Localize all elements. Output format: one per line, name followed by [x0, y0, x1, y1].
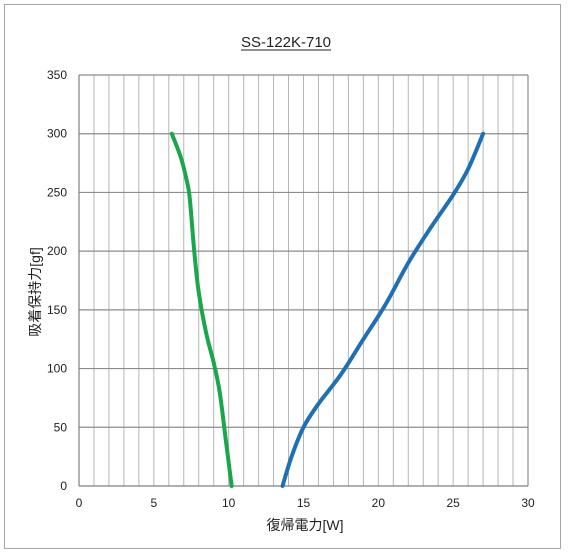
- x-tick-labels: 0 5 10 15 20 25 30: [76, 496, 535, 510]
- y-tick-labels: 0 50 100 150 200 250 300 350: [47, 68, 67, 493]
- y-tick-label: 300: [47, 127, 67, 141]
- y-tick-label: 250: [47, 185, 67, 199]
- y-tick-label: 200: [47, 244, 67, 258]
- x-tick-label: 0: [76, 496, 83, 510]
- y-tick-label: 150: [47, 303, 67, 317]
- series-line: [169, 131, 234, 488]
- y-tick-label: 350: [47, 68, 67, 82]
- x-tick-label: 15: [297, 496, 311, 510]
- x-axis-label: 復帰電力[W]: [267, 517, 344, 533]
- line-chart: SS-122K-710 0 5 10 15 20 25 30 0 50 100 150 200 250…: [27, 34, 535, 533]
- x-tick-label: 25: [446, 496, 460, 510]
- y-tick-label: 100: [47, 362, 67, 376]
- chart-title: SS-122K-710: [241, 34, 331, 51]
- x-tick-label: 5: [150, 496, 157, 510]
- y-tick-label: 0: [60, 479, 67, 493]
- series-line: [280, 131, 486, 488]
- axes: [78, 75, 529, 487]
- x-tick-label: 20: [372, 496, 386, 510]
- y-axis-label: 吸着保持力[gf]: [27, 247, 43, 336]
- x-tick-label: 30: [521, 496, 535, 510]
- y-tick-label: 50: [54, 420, 68, 434]
- x-tick-label: 10: [222, 496, 236, 510]
- series-lines: [169, 131, 486, 488]
- chart-frame: SS-122K-710 0 5 10 15 20 25 30 0 50 100 150 200 250…: [4, 4, 561, 549]
